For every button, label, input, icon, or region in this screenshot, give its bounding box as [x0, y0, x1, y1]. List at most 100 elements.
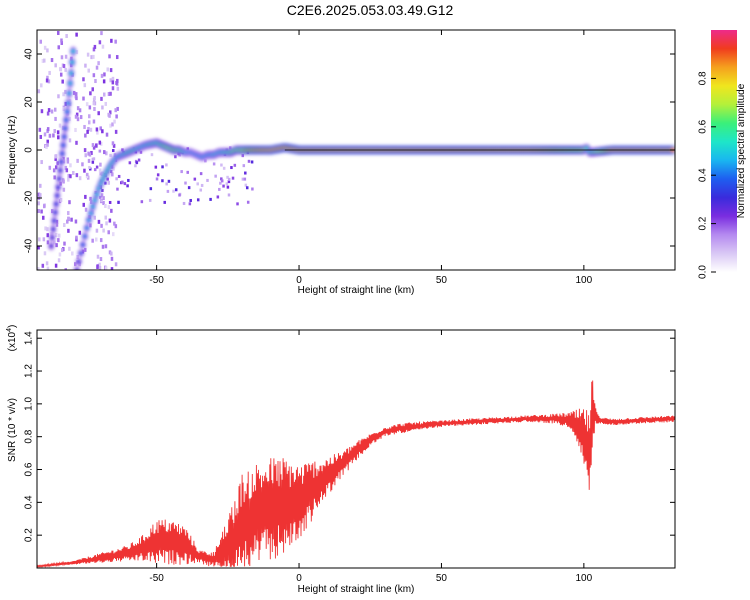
heatmap-speckle — [111, 76, 115, 81]
heatmap-speckle — [227, 193, 231, 197]
y-tick-label: 1.2 — [24, 364, 35, 378]
heatmap-cell — [88, 211, 93, 215]
heatmap-speckle — [109, 153, 112, 157]
heatmap-speckle — [37, 245, 40, 250]
heatmap-speckle — [84, 133, 87, 138]
heatmap-speckle — [247, 159, 251, 163]
heatmap-speckle — [109, 91, 112, 96]
colorbar-gradient — [711, 30, 737, 272]
spectrogram-y-ticks: -40 -20 0 20 40 — [24, 48, 675, 253]
heatmap-speckle — [57, 238, 60, 243]
heatmap-speckle — [60, 40, 64, 45]
heatmap-speckle — [244, 171, 247, 175]
heatmap-speckle — [115, 55, 119, 60]
heatmap-speckle — [66, 159, 70, 164]
colorbar-tick-label: 0.0 — [698, 265, 709, 279]
heatmap-speckle — [75, 50, 79, 55]
heatmap-speckle — [84, 207, 88, 212]
heatmap-speckle — [64, 89, 67, 94]
heatmap-speckle — [126, 184, 129, 188]
heatmap-cell — [86, 218, 91, 222]
y-tick-label: 0.6 — [24, 462, 35, 476]
heatmap-speckle — [46, 266, 50, 270]
heatmap-speckle — [48, 70, 51, 75]
heatmap-speckle — [68, 116, 71, 121]
heatmap-speckle — [161, 165, 164, 169]
heatmap-speckle — [102, 196, 105, 201]
heatmap-speckle — [165, 163, 168, 167]
heatmap-speckle — [40, 160, 43, 165]
y-tick-label: 20 — [24, 96, 35, 108]
x-tick-label: -50 — [149, 275, 164, 286]
heatmap-speckle — [212, 162, 216, 166]
heatmap-speckle — [89, 196, 92, 201]
snr-y-ticks: 0.2 0.4 0.6 0.8 1.0 1.2 1.4 — [24, 331, 675, 542]
heatmap-speckle — [57, 233, 61, 238]
heatmap-speckle — [47, 108, 51, 113]
heatmap-speckle — [107, 230, 110, 235]
heatmap-speckle — [61, 79, 64, 84]
heatmap-cell — [84, 226, 89, 230]
heatmap-speckle — [46, 111, 50, 116]
heatmap-speckle — [93, 44, 97, 49]
heatmap-speckle — [40, 209, 43, 214]
heatmap-speckle — [196, 198, 200, 202]
heatmap-speckle — [55, 243, 58, 248]
heatmap-speckle — [54, 116, 57, 121]
heatmap-speckle — [95, 65, 99, 70]
heatmap-speckle — [95, 228, 99, 233]
heatmap-speckle — [37, 89, 41, 94]
heatmap-speckle — [135, 161, 139, 165]
heatmap-speckle — [57, 258, 61, 263]
heatmap-speckle — [68, 200, 71, 205]
heatmap-speckle — [137, 158, 141, 162]
heatmap-speckle — [71, 251, 74, 256]
heatmap-cell — [54, 202, 59, 206]
heatmap-speckle — [112, 232, 115, 237]
heatmap-speckle — [42, 204, 46, 209]
heatmap-cell — [63, 126, 68, 130]
y-tick-label: 0 — [24, 147, 35, 153]
heatmap-speckle — [128, 161, 132, 165]
heatmap-speckle — [98, 149, 102, 153]
heatmap-cell — [60, 152, 65, 156]
heatmap-speckle — [154, 165, 158, 169]
heatmap-speckle — [104, 215, 107, 220]
heatmap-speckle — [98, 40, 102, 45]
heatmap-speckle — [134, 164, 137, 168]
heatmap-speckle — [140, 200, 144, 204]
heatmap-speckle — [243, 177, 247, 181]
heatmap-cell — [92, 198, 97, 202]
snr-panel: -50 0 50 100 0.2 0.4 0.6 0.8 1.0 1.2 1.4 Height o… — [6, 325, 676, 595]
heatmap-speckle — [174, 155, 177, 159]
heatmap-speckle — [46, 233, 50, 238]
snr-series — [37, 380, 675, 568]
heatmap-cell — [51, 227, 56, 231]
heatmap-speckle — [48, 165, 52, 170]
heatmap-speckle — [82, 96, 85, 101]
heatmap-cell — [80, 243, 85, 247]
heatmap-speckle — [186, 170, 189, 174]
heatmap-speckle — [114, 129, 118, 134]
heatmap-speckle — [75, 173, 79, 178]
snr-frame — [36, 329, 676, 569]
heatmap-speckle — [39, 134, 43, 139]
heatmap-speckle — [225, 182, 229, 186]
heatmap-speckle — [67, 228, 70, 233]
heatmap-speckle — [222, 166, 226, 170]
heatmap-speckle — [99, 162, 102, 167]
heatmap-speckle — [54, 232, 58, 237]
heatmap-speckle — [216, 195, 220, 199]
heatmap-speckle — [111, 141, 115, 146]
snr-x-axis-label: Height of straight line (km) — [298, 584, 415, 595]
heatmap-speckle — [182, 201, 186, 205]
heatmap-speckle — [100, 73, 104, 78]
heatmap-speckle — [99, 141, 103, 146]
heatmap-speckle — [110, 256, 114, 261]
heatmap-speckle — [46, 227, 49, 232]
heatmap-speckle — [43, 58, 46, 63]
heatmap-speckle — [76, 106, 80, 111]
heatmap-speckle — [101, 188, 104, 192]
heatmap-speckle — [200, 183, 204, 187]
heatmap-speckle — [56, 130, 60, 135]
